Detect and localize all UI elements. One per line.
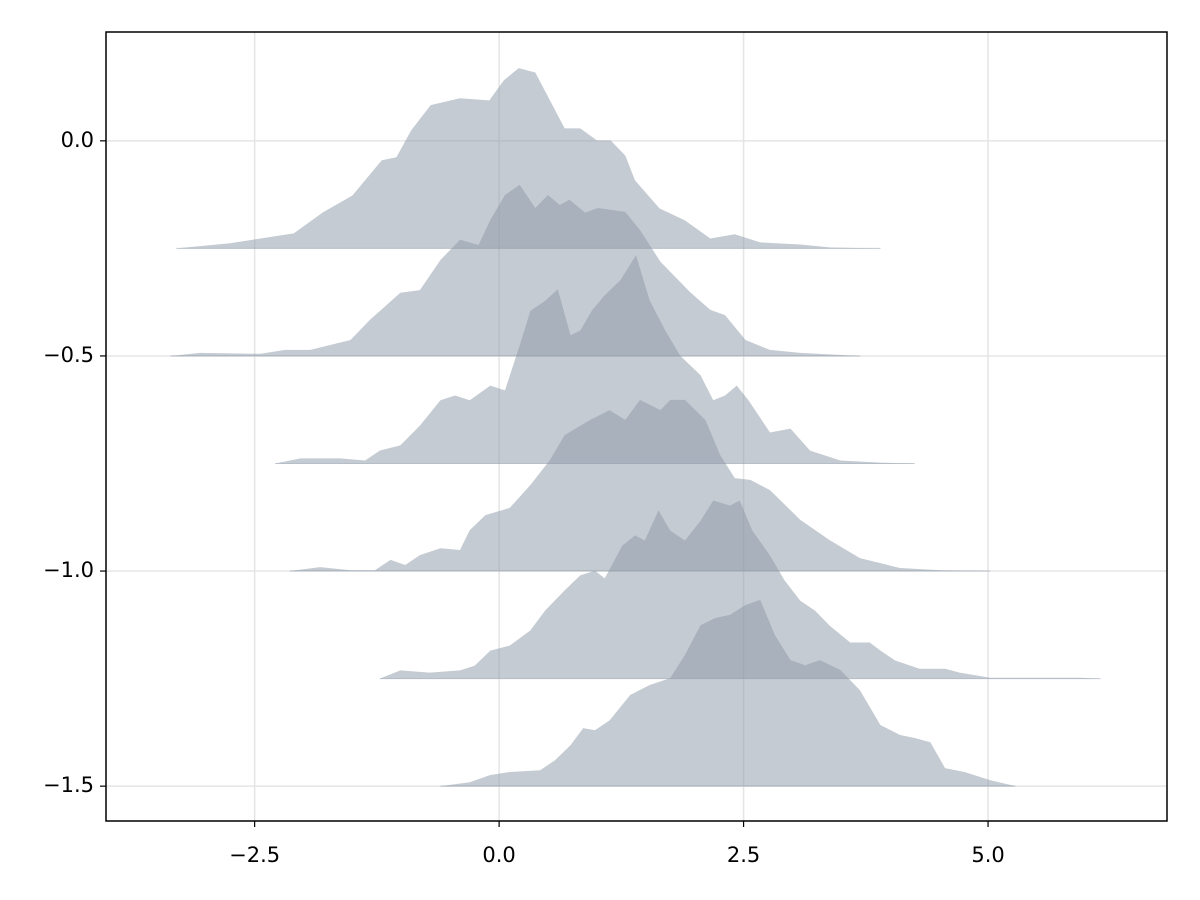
x-tick-label: 2.5 — [727, 843, 760, 867]
x-tick-label: 0.0 — [482, 843, 515, 867]
x-tick-label: 5.0 — [971, 843, 1004, 867]
y-tick-label: −1.0 — [43, 558, 94, 582]
ridge-area — [379, 500, 1101, 679]
x-tick-label: −2.5 — [229, 843, 280, 867]
plot-frame — [105, 31, 1168, 822]
ridge-area — [289, 399, 991, 572]
ridge-area — [440, 599, 1016, 787]
y-tick-label: −1.5 — [43, 773, 94, 797]
y-tick-label: 0.0 — [61, 128, 94, 152]
ridge-area — [170, 184, 860, 356]
y-tick-label: −0.5 — [43, 343, 94, 367]
ridge-area — [176, 68, 881, 249]
ridge-area — [275, 255, 915, 464]
